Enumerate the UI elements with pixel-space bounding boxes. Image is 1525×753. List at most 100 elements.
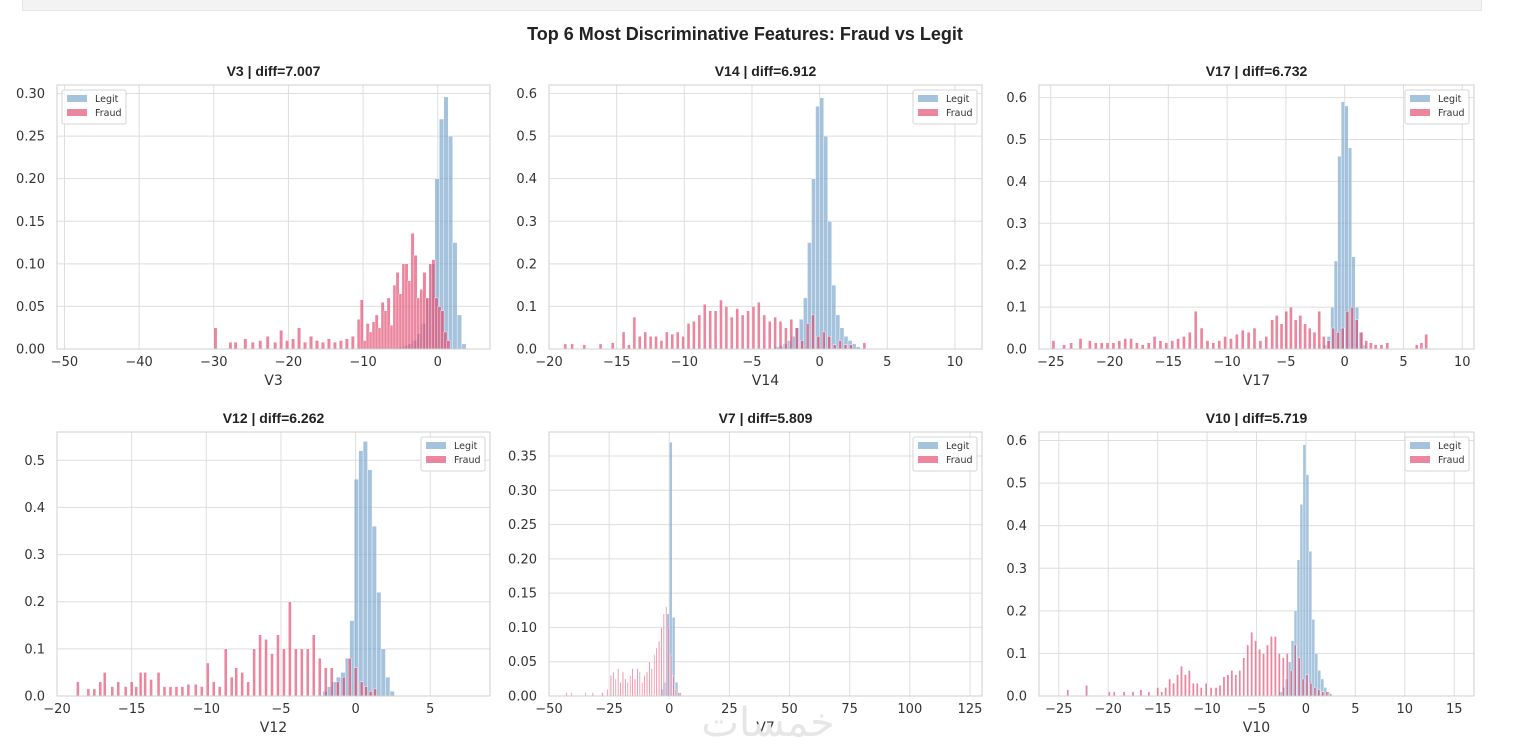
axes-frame (548, 431, 983, 697)
fraud-bar (1085, 685, 1088, 696)
fraud-bar (252, 648, 256, 696)
fraud-bar (784, 327, 788, 349)
fraud-legend-swatch (1410, 456, 1430, 463)
fraud-bar (843, 344, 848, 349)
y-tick-label: 0.3 (1006, 217, 1027, 232)
fraud-bar (1112, 691, 1116, 696)
legend: Legit Fraud (61, 89, 127, 125)
fraud-legend-label: Fraud (95, 108, 122, 119)
fraud-bar (324, 667, 328, 696)
fraud-bar (258, 634, 262, 696)
fraud-bar (1226, 674, 1230, 696)
y-tick-label: 0.5 (1006, 477, 1027, 492)
legit-bar (1337, 156, 1342, 349)
legit-legend-swatch (918, 95, 938, 102)
fraud-bar (1182, 336, 1186, 349)
fraud-bar (634, 678, 636, 696)
y-tick-label: 0.4 (1006, 175, 1027, 190)
y-tick-label: 0.4 (1006, 519, 1027, 534)
fraud-bar (440, 310, 445, 349)
fraud-bar (264, 639, 268, 696)
x-tick-label: −5 (1247, 702, 1266, 717)
x-tick-label: −5 (742, 355, 761, 370)
fraud-bar (627, 344, 631, 349)
fraud-bar (636, 668, 639, 696)
fraud-bar (768, 321, 772, 349)
fraud-bar (1172, 683, 1175, 696)
fraud-bar (341, 676, 346, 696)
fraud-bar (1329, 693, 1333, 696)
fraud-bar (1322, 336, 1326, 349)
fraud-bar (622, 671, 624, 696)
x-tick-label: −15 (1155, 355, 1182, 370)
legit-legend-swatch (918, 442, 938, 449)
fraud-bar (611, 342, 615, 349)
legit-bar (447, 135, 453, 349)
fraud-bar (1340, 327, 1345, 349)
fraud-bar (582, 344, 587, 349)
fraud-bar (258, 340, 263, 349)
y-tick-label: 0.30 (16, 87, 45, 102)
fraud-bar (285, 340, 290, 349)
x-tick-label: −10 (349, 355, 376, 370)
fraud-bar (364, 686, 368, 696)
fraud-bar (708, 310, 712, 349)
fraud-bar (811, 314, 815, 349)
fraud-bar (1223, 336, 1227, 349)
fraud-bar (240, 672, 244, 696)
fraud-bar (1359, 332, 1364, 349)
y-tick-label: 0.6 (1006, 91, 1027, 106)
y-tick-label: 0.2 (516, 257, 537, 272)
x-tick-label: 15 (1446, 702, 1463, 717)
fraud-bar (194, 684, 198, 696)
fraud-bar (1309, 683, 1313, 696)
fraud-bar (373, 688, 377, 696)
legit-bar (362, 441, 368, 696)
fraud-bar (282, 648, 286, 696)
x-tick-label: −25 (1045, 702, 1072, 717)
notebook-cell-bar (22, 0, 1482, 11)
x-axis-label: V14 (752, 373, 779, 389)
legend: Legit Fraud (912, 89, 978, 125)
x-tick-label: 5 (1399, 355, 1407, 370)
legit-bar (1311, 619, 1316, 696)
fraud-bar (1158, 340, 1163, 349)
legend: Legit Fraud (420, 436, 486, 472)
fraud-bar (86, 688, 91, 696)
fraud-bar (168, 686, 173, 696)
fraud-bar (672, 675, 675, 696)
x-tick-label: −20 (1094, 702, 1121, 717)
fraud-bar (218, 686, 222, 696)
x-tick-label: −10 (193, 702, 220, 717)
fraud-bar (1258, 340, 1263, 349)
x-tick-label: 10 (1454, 355, 1471, 370)
y-tick-label: 0.00 (16, 343, 45, 358)
fraud-bar (206, 662, 210, 696)
fraud-bar (1099, 342, 1104, 349)
fraud-bar (318, 658, 322, 696)
histogram-panel-v10: −25 −20 −15 −10 −5 0 5 10 15 0.0 0.1 0.2 0.3 0.4 0.5 0.… (1006, 410, 1475, 736)
x-tick-label: −25 (1037, 355, 1064, 370)
y-tick-label: 0.05 (16, 300, 45, 315)
fraud-bar (1293, 319, 1298, 349)
fraud-bar (570, 692, 573, 696)
x-tick-label: −15 (118, 702, 145, 717)
fraud-bar (1385, 342, 1390, 349)
fraud-bar (724, 306, 729, 349)
fraud-bar (619, 682, 622, 696)
y-tick-label: 0.1 (24, 642, 45, 657)
fraud-bar (229, 676, 234, 696)
fraud-bar (297, 327, 301, 349)
fraud-legend-label: Fraud (454, 455, 481, 466)
fraud-bar (626, 682, 629, 696)
fraud-bar (1222, 676, 1226, 696)
x-tick-label: −10 (1193, 702, 1220, 717)
fraud-bar (1176, 674, 1179, 696)
y-tick-label: 0.4 (24, 501, 45, 516)
fraud-bar (1355, 319, 1359, 349)
x-tick-label: −5 (1276, 355, 1295, 370)
fraud-bar (446, 340, 451, 349)
y-tick-label: 0.6 (516, 87, 537, 102)
bars (1051, 101, 1428, 349)
